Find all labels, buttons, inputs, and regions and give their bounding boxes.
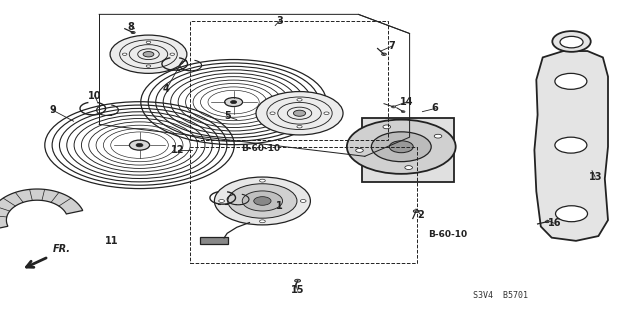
Circle shape bbox=[413, 210, 419, 212]
Circle shape bbox=[219, 200, 225, 203]
Circle shape bbox=[297, 125, 302, 128]
Circle shape bbox=[230, 100, 237, 104]
Circle shape bbox=[260, 220, 265, 223]
Circle shape bbox=[356, 149, 364, 152]
Circle shape bbox=[143, 52, 154, 57]
Circle shape bbox=[405, 166, 412, 169]
Text: 3: 3 bbox=[276, 16, 283, 26]
Text: 8: 8 bbox=[128, 22, 134, 32]
Polygon shape bbox=[0, 189, 83, 230]
Circle shape bbox=[170, 53, 175, 56]
Text: 1: 1 bbox=[276, 201, 282, 211]
Circle shape bbox=[297, 99, 302, 101]
Circle shape bbox=[383, 125, 390, 129]
Circle shape bbox=[371, 132, 431, 162]
Text: 12: 12 bbox=[171, 145, 185, 155]
Circle shape bbox=[225, 98, 243, 107]
Circle shape bbox=[270, 112, 275, 115]
Text: 11: 11 bbox=[105, 236, 119, 246]
Circle shape bbox=[242, 191, 283, 211]
Circle shape bbox=[260, 179, 265, 182]
Circle shape bbox=[300, 200, 306, 203]
Circle shape bbox=[324, 112, 329, 115]
Circle shape bbox=[228, 184, 297, 218]
Text: 2: 2 bbox=[418, 210, 424, 220]
Bar bbox=[190, 147, 417, 263]
Bar bbox=[200, 237, 228, 244]
Text: 13: 13 bbox=[588, 172, 602, 182]
Circle shape bbox=[129, 140, 150, 150]
Circle shape bbox=[555, 73, 587, 89]
Circle shape bbox=[294, 279, 301, 282]
Circle shape bbox=[131, 32, 135, 33]
Circle shape bbox=[389, 141, 413, 153]
Circle shape bbox=[555, 137, 587, 153]
Circle shape bbox=[253, 197, 271, 205]
Text: 10: 10 bbox=[88, 91, 102, 101]
Circle shape bbox=[545, 221, 549, 223]
Polygon shape bbox=[534, 51, 608, 241]
Circle shape bbox=[401, 111, 405, 113]
Circle shape bbox=[122, 53, 127, 56]
Bar bbox=[190, 21, 388, 140]
Text: S3V4  B5701: S3V4 B5701 bbox=[473, 291, 528, 300]
Circle shape bbox=[256, 92, 343, 135]
Circle shape bbox=[347, 120, 456, 174]
Text: 4: 4 bbox=[163, 84, 170, 94]
Circle shape bbox=[110, 35, 187, 73]
Text: 9: 9 bbox=[49, 105, 56, 115]
Circle shape bbox=[434, 134, 442, 138]
Text: 6: 6 bbox=[432, 103, 438, 114]
Circle shape bbox=[214, 177, 310, 225]
Text: 16: 16 bbox=[547, 218, 561, 228]
Text: 5: 5 bbox=[224, 111, 230, 122]
Text: B-60-10: B-60-10 bbox=[241, 144, 281, 153]
Ellipse shape bbox=[552, 31, 591, 52]
Text: 15: 15 bbox=[291, 285, 305, 295]
Circle shape bbox=[146, 41, 151, 43]
Circle shape bbox=[136, 144, 143, 147]
Bar bbox=[362, 118, 454, 182]
Circle shape bbox=[381, 53, 387, 56]
Circle shape bbox=[392, 106, 396, 108]
Circle shape bbox=[146, 65, 151, 67]
Text: 14: 14 bbox=[399, 97, 413, 107]
Circle shape bbox=[293, 110, 306, 116]
Circle shape bbox=[556, 206, 588, 222]
Text: FR.: FR. bbox=[52, 244, 70, 254]
Text: 7: 7 bbox=[388, 41, 395, 51]
Text: B-60-10: B-60-10 bbox=[428, 230, 468, 239]
Circle shape bbox=[560, 36, 583, 48]
